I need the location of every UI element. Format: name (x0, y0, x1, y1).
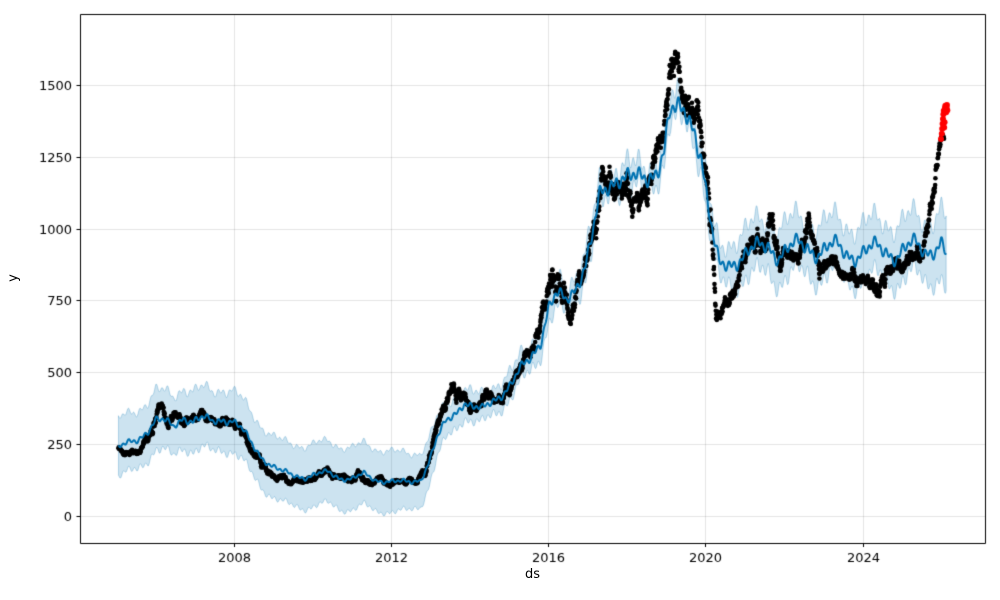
y-axis-label: y (6, 274, 21, 282)
x-axis-label: ds (524, 567, 541, 582)
